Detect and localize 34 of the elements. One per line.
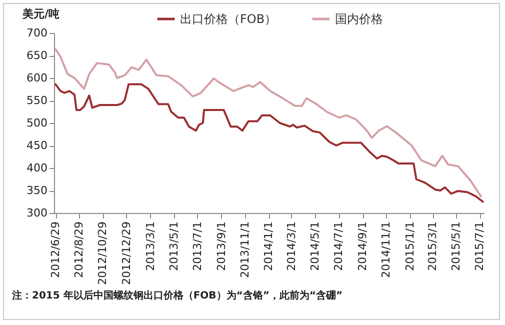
x-tick-label: 2015/7/1 (473, 222, 486, 271)
legend-label: 国内价格 (335, 12, 383, 26)
legend-label: 出口价格（FOB） (180, 12, 277, 26)
y-tick-label: 350 (26, 184, 48, 197)
y-tick-label: 600 (26, 72, 48, 84)
line-series (54, 48, 482, 198)
x-tick-label: 2014/9/1 (356, 222, 370, 271)
y-tick-label: 500 (26, 116, 48, 130)
y-tick-label: 650 (26, 49, 48, 62)
x-tick-label: 2014/5/1 (308, 222, 322, 271)
x-tick-label: 2013/3/1 (144, 222, 157, 271)
y-tick-label: 300 (26, 206, 48, 220)
line-series (54, 83, 484, 203)
y-tick-label: 400 (26, 162, 48, 174)
x-tick-label: 2014/3/1 (284, 222, 298, 271)
x-tick-label: 2012/8/29 (72, 222, 86, 278)
x-tick-label: 2013/7/1 (190, 222, 204, 271)
x-tick-label: 2012/6/29 (49, 222, 62, 278)
x-tick-label: 2013/5/1 (167, 222, 180, 271)
x-tick-label: 2015/1/1 (403, 222, 416, 271)
x-tick-label: 2015/5/1 (450, 222, 463, 271)
x-tick-label: 2014/7/1 (332, 222, 346, 271)
x-tick-label: 2014/1/1 (262, 222, 276, 271)
x-tick-label: 2013/11/1 (238, 222, 252, 278)
text: 注：2015 年以后中国螺纹钢出口价格（FOB）为“含铬”，此前为“含硼” (11, 289, 343, 302)
x-tick-label: 2014/11/1 (380, 222, 393, 278)
y-tick-label: 550 (26, 94, 48, 107)
x-tick-label: 2012/12/29 (120, 222, 133, 285)
x-tick-label: 2012/10/29 (96, 222, 110, 285)
x-tick-label: 2013/9/1 (214, 222, 228, 271)
x-tick-label: 2015/3/1 (426, 222, 440, 271)
y-tick-label: 700 (26, 26, 48, 40)
y-axis-title: 美元/吨 (22, 8, 60, 20)
y-tick-label: 450 (26, 139, 48, 152)
